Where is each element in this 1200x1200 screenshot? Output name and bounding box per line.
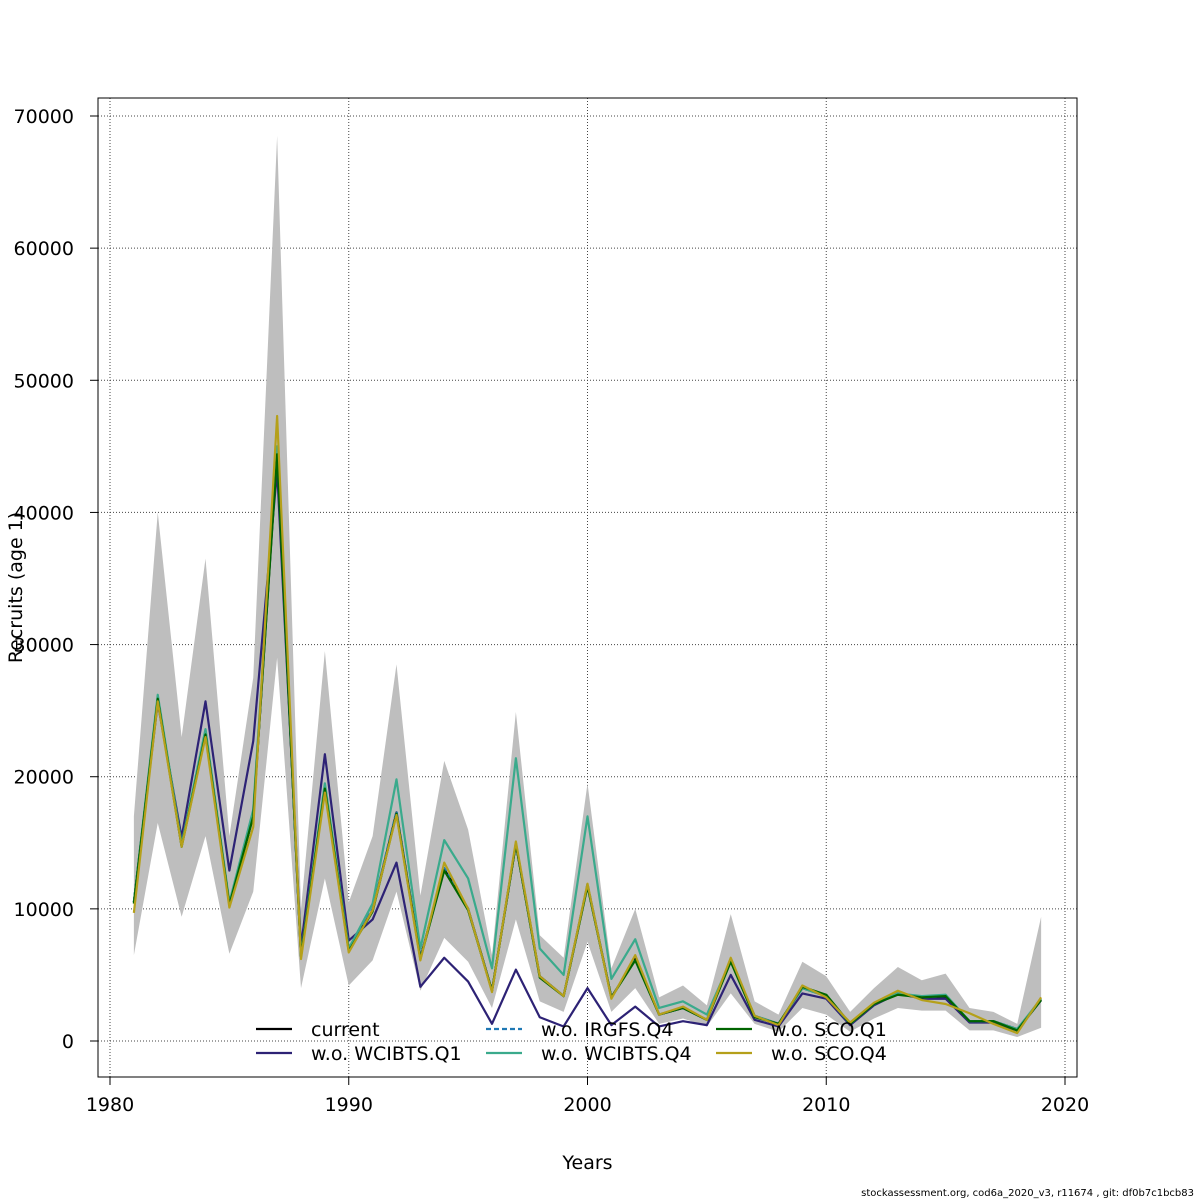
x-tick-label: 2000 <box>563 1094 611 1116</box>
y-tick-label: 10000 <box>14 899 74 921</box>
series-lines-layer <box>132 414 1043 1035</box>
legend-label-1: w.o. WCIBTS.Q1 <box>311 1043 462 1065</box>
y-tick-label: 60000 <box>14 238 74 260</box>
legend-label-4: w.o. SCO.Q1 <box>771 1019 887 1041</box>
legend-label-3: w.o. WCIBTS.Q4 <box>541 1043 692 1065</box>
x-tick-label: 2010 <box>802 1094 850 1116</box>
legend-label-2: w.o. IRGFS.Q4 <box>541 1019 673 1041</box>
x-tick-label: 1980 <box>86 1094 134 1116</box>
footer-note: stockassessment.org, cod6a_2020_v3, r116… <box>861 1188 1194 1199</box>
confidence-band-layer <box>133 135 1042 1038</box>
y-axis-title: Recruits (age 1) <box>5 512 27 663</box>
legend-label-5: w.o. SCO.Q4 <box>771 1043 887 1065</box>
x-tick-label: 2020 <box>1041 1094 1089 1116</box>
x-axis-title: Years <box>561 1152 612 1174</box>
y-tick-label: 50000 <box>14 370 74 392</box>
x-tick-label: 1990 <box>325 1094 373 1116</box>
axes: 1980 1990 2000 2010 2020 0 10000 20000 30000 4000… <box>14 106 1090 1116</box>
series-line-5 <box>132 414 1043 1035</box>
legend: current w.o. IRGFS.Q4 w.o. SCO.Q1 w.o. WCIB… <box>256 1019 887 1065</box>
y-tick-label: 70000 <box>14 106 74 128</box>
y-tick-label: 20000 <box>14 767 74 789</box>
legend-label-0: current <box>311 1019 380 1041</box>
y-tick-label: 40000 <box>14 502 74 524</box>
confidence-band <box>133 135 1042 1038</box>
y-tick-label: 0 <box>62 1031 74 1053</box>
y-tick-label: 30000 <box>14 635 74 657</box>
